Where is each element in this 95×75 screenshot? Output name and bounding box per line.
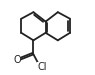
Text: O: O [13, 55, 21, 64]
Text: Cl: Cl [38, 62, 47, 73]
